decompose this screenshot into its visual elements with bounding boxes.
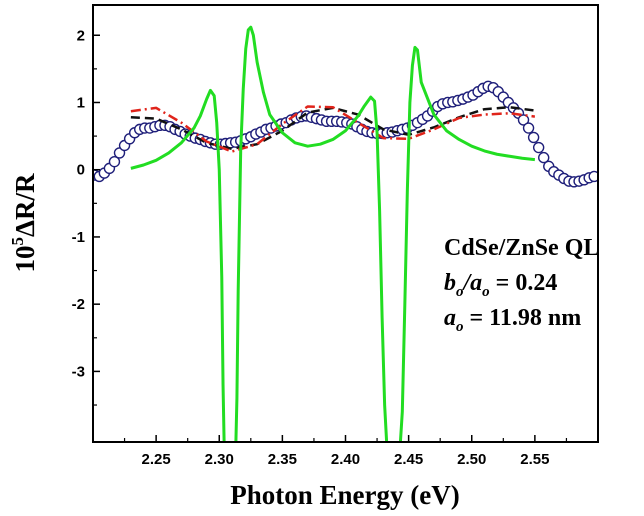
data-point (517, 114, 530, 126)
y-axis-title-base: 10 (10, 245, 40, 272)
plot-frame (92, 4, 599, 443)
x-tick-label: 2.25 (142, 451, 171, 468)
data-point (588, 170, 598, 183)
y-tick-label: 1 (77, 94, 85, 111)
y-tick-label: -1 (72, 229, 85, 246)
data-point (108, 155, 121, 168)
data-point (522, 122, 535, 134)
annotation-text: /a (462, 270, 483, 296)
y-axis-title: 105ΔR/R (8, 173, 40, 272)
y-tick-label: -3 (72, 363, 85, 380)
annotation-text: a (444, 305, 456, 331)
annotation-text: CdSe/ZnSe QL (444, 235, 599, 261)
annotation-text: o (456, 284, 464, 300)
y-tick-label: 2 (77, 27, 85, 44)
series-line-dashed (130, 105, 536, 151)
annotation-text: = 11.98 nm (464, 305, 582, 331)
annotation-structure: CdSe/ZnSe QL (444, 235, 599, 261)
series-line-dash-dot (130, 105, 536, 153)
x-tick-label: 2.45 (394, 451, 423, 468)
x-tick-label: 2.55 (520, 451, 549, 468)
x-tick-label: 2.30 (205, 451, 234, 468)
x-tick-label: 2.35 (268, 451, 297, 468)
y-tick-label: -2 (72, 296, 85, 313)
data-point (532, 141, 545, 154)
annotation-text: o (482, 284, 490, 300)
x-tick-label: 2.50 (457, 451, 486, 468)
x-tick-label: 2.40 (331, 451, 360, 468)
series-scatter (93, 80, 598, 188)
annotation-text: o (456, 319, 464, 335)
series-layer (93, 25, 598, 442)
y-tick-label: 0 (77, 162, 85, 179)
annotation-period: ao = 11.98 nm (444, 305, 581, 335)
series-line-solid (130, 25, 536, 442)
y-axis-title-rest: ΔR/R (10, 173, 40, 237)
annotation-ratio: bo/ao = 0.24 (444, 270, 557, 300)
annotation-text: b (444, 270, 456, 296)
data-point (538, 151, 550, 164)
y-axis-title-exp: 5 (8, 237, 27, 246)
x-axis-title: Photon Energy (eV) (230, 480, 459, 510)
data-point (527, 131, 540, 144)
ticks-layer: 2.25 2.30 2.35 2.40 2.45 2.50 2.55 2 1 0 -1 -2 -3 (72, 27, 568, 468)
annotation-text: = 0.24 (490, 270, 558, 296)
